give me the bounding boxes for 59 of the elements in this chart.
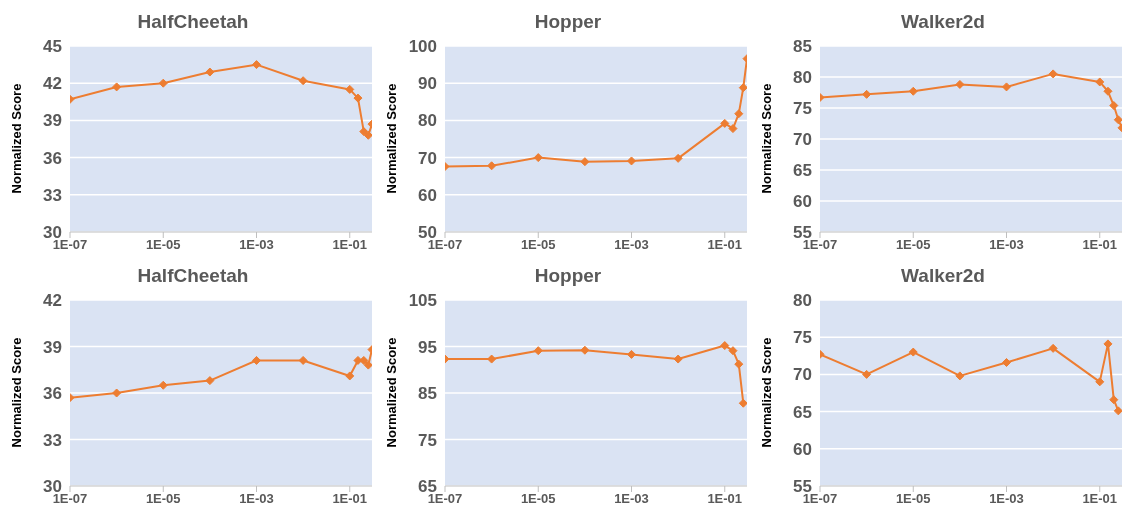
y-tick-label: 39 bbox=[43, 337, 62, 357]
x-tick-label: 1E-05 bbox=[895, 237, 931, 253]
y-tick-label: 33 bbox=[43, 185, 62, 205]
x-tick-label: 1E-05 bbox=[145, 491, 181, 506]
x-tick-label: 1E-01 bbox=[1082, 491, 1118, 506]
y-tick-label: 70 bbox=[418, 148, 437, 168]
y-tick-label: 75 bbox=[793, 328, 812, 348]
y-tick-label: 39 bbox=[43, 111, 62, 131]
y-tick-label: 95 bbox=[418, 337, 437, 357]
y-tick-label: 42 bbox=[43, 74, 62, 94]
chart-title: Hopper bbox=[533, 264, 603, 288]
y-tick-label: 80 bbox=[793, 68, 812, 88]
y-tick-label: 70 bbox=[793, 130, 812, 150]
y-tick-label: 80 bbox=[793, 291, 812, 311]
y-axis-title: Normalized Score bbox=[759, 337, 775, 447]
x-tick-label: 1E-01 bbox=[332, 491, 368, 506]
x-tick-label: 1E-03 bbox=[239, 491, 274, 506]
y-tick-label: 60 bbox=[793, 192, 812, 212]
x-tick-label: 1E-03 bbox=[239, 237, 274, 253]
chart-title: HalfCheetah bbox=[136, 264, 250, 288]
chart-title: Hopper bbox=[533, 10, 603, 34]
x-tick-label: 1E-05 bbox=[520, 491, 556, 506]
y-tick-label: 36 bbox=[43, 384, 62, 404]
y-axis-title: Normalized Score bbox=[759, 83, 775, 193]
y-tick-label: 33 bbox=[43, 430, 62, 450]
x-tick-label: 1E-05 bbox=[895, 491, 931, 506]
x-tick-label: 1E-03 bbox=[614, 491, 649, 506]
x-tick-label: 1E-03 bbox=[614, 237, 649, 253]
y-tick-label: 105 bbox=[408, 291, 437, 311]
y-axis-title: Normalized Score bbox=[9, 337, 25, 447]
y-tick-label: 90 bbox=[418, 74, 437, 94]
chart-title: Walker2d bbox=[900, 10, 986, 34]
y-tick-label: 65 bbox=[793, 402, 812, 422]
x-tick-label: 1E-03 bbox=[989, 491, 1024, 506]
chart-title: HalfCheetah bbox=[136, 10, 250, 34]
y-tick-label: 85 bbox=[793, 37, 812, 57]
x-tick-label: 1E-05 bbox=[520, 237, 556, 253]
y-axis-title: Normalized Score bbox=[384, 83, 400, 193]
y-axis-title: Normalized Score bbox=[384, 337, 400, 447]
y-tick-label: 75 bbox=[418, 430, 437, 450]
chart-title: Walker2d bbox=[900, 264, 986, 288]
y-tick-label: 45 bbox=[43, 37, 62, 57]
y-axis-title: Normalized Score bbox=[9, 83, 25, 193]
y-tick-label: 60 bbox=[418, 185, 437, 205]
y-tick-label: 65 bbox=[793, 161, 812, 181]
y-tick-label: 36 bbox=[43, 148, 62, 168]
y-tick-label: 85 bbox=[418, 384, 437, 404]
x-tick-label: 1E-05 bbox=[145, 237, 181, 253]
x-tick-label: 1E-01 bbox=[1082, 237, 1118, 253]
y-tick-label: 75 bbox=[793, 99, 812, 119]
y-tick-label: 80 bbox=[418, 111, 437, 131]
y-tick-label: 60 bbox=[793, 439, 812, 459]
y-tick-label: 42 bbox=[43, 291, 62, 311]
y-tick-label: 100 bbox=[408, 37, 437, 57]
x-tick-label: 1E-01 bbox=[707, 237, 743, 253]
x-tick-label: 1E-01 bbox=[332, 237, 368, 253]
x-tick-label: 1E-01 bbox=[707, 491, 743, 506]
x-tick-label: 1E-03 bbox=[989, 237, 1024, 253]
y-tick-label: 70 bbox=[793, 365, 812, 385]
